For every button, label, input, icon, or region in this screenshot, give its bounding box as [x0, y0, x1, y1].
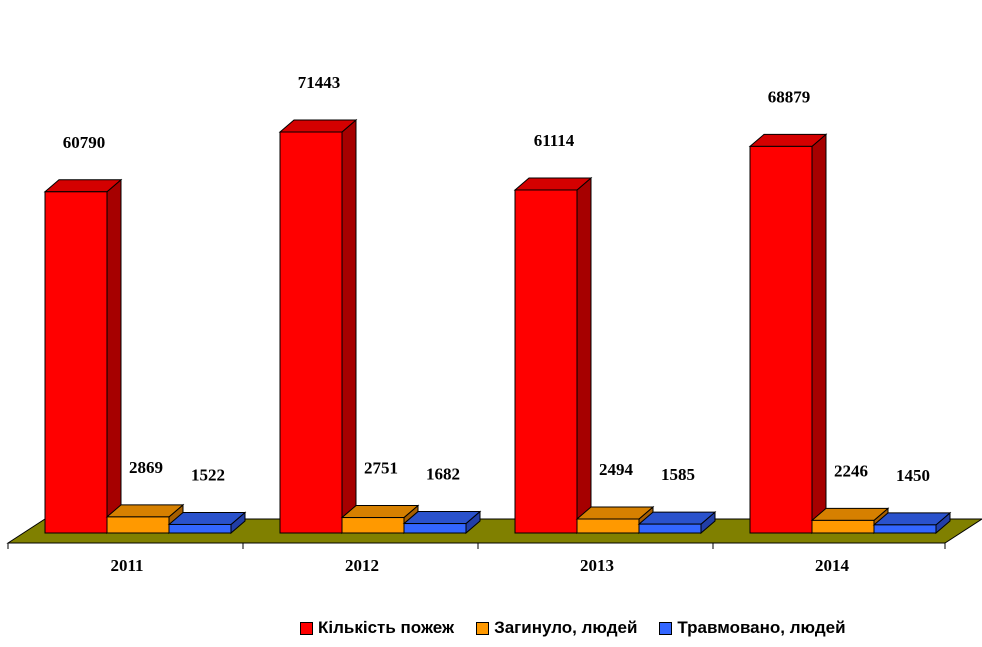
bar-deaths-2014: [811, 519, 875, 534]
bar-fires-2011: [44, 191, 108, 534]
legend-item-injured: Травмовано, людей: [659, 618, 846, 638]
value-label-injured-2014: 1450: [896, 466, 930, 485]
legend-swatch-injured: [659, 621, 673, 635]
bar-deaths-2013: [576, 518, 640, 534]
bar-fires-2014: [749, 145, 813, 534]
bar-top-deaths-2012: [340, 505, 420, 519]
bar-top-fires-2013: [513, 177, 593, 191]
value-label-fires-2014: 68879: [768, 87, 811, 106]
bar-top-injured-2014: [872, 512, 952, 526]
bar-injured-2013: [638, 523, 702, 534]
value-label-injured-2012: 1682: [426, 465, 460, 484]
value-label-deaths-2012: 2751: [364, 459, 398, 478]
bar-injured-2011: [168, 523, 232, 534]
bar-top-fires-2014: [748, 133, 828, 147]
value-label-deaths-2011: 2869: [129, 458, 163, 477]
bar-top-deaths-2013: [575, 506, 655, 520]
legend-label-fires: Кількість пожеж: [318, 618, 455, 637]
legend-item-deaths: Загинуло, людей: [476, 618, 637, 638]
bar-side-fires-2014: [811, 133, 827, 535]
chart-legend: Кількість пожеж Загинуло, людей Травмова…: [300, 618, 868, 638]
chart-bars: [43, 118, 952, 535]
value-label-fires-2011: 60790: [63, 133, 106, 152]
bar-top-fires-2011: [43, 179, 123, 193]
bar-side-fires-2012: [341, 118, 357, 535]
value-label-fires-2013: 61114: [534, 131, 575, 150]
bar-top-deaths-2011: [105, 504, 185, 518]
bar-fires-2012: [279, 131, 343, 534]
bar-deaths-2011: [106, 516, 170, 534]
legend-swatch-fires: [300, 621, 313, 635]
legend-label-deaths: Загинуло, людей: [494, 618, 638, 637]
value-label-injured-2013: 1585: [661, 465, 695, 484]
legend-item-fires: Кількість пожеж: [300, 618, 454, 638]
bar-fires-2013: [514, 189, 578, 534]
bar-top-injured-2012: [402, 511, 482, 525]
legend-label-injured: Травмовано, людей: [677, 618, 846, 637]
x-tick-label-2011: 2011: [110, 556, 143, 575]
bar-top-injured-2013: [637, 511, 717, 525]
bar-side-fires-2013: [576, 176, 592, 535]
bar-side-fires-2011: [106, 178, 122, 535]
value-label-deaths-2013: 2494: [599, 460, 634, 479]
x-tick-label-2012: 2012: [345, 556, 379, 575]
x-tick-label-2014: 2014: [815, 556, 850, 575]
value-label-deaths-2014: 2246: [834, 461, 868, 480]
chart-x-axis: 2011 2012 2013 2014: [7, 542, 946, 575]
bar-top-injured-2011: [167, 511, 247, 525]
value-label-injured-2011: 1522: [191, 465, 225, 484]
legend-swatch-deaths: [476, 621, 490, 635]
bar-deaths-2012: [341, 517, 405, 534]
bar-injured-2012: [403, 523, 467, 534]
bar-top-deaths-2014: [810, 507, 890, 521]
bar-top-fires-2012: [278, 119, 358, 133]
value-label-fires-2012: 71443: [298, 73, 341, 92]
chart-value-labels: 60790 2869 1522 71443 2751 1682 61114 2494 1585 6…: [63, 73, 930, 485]
bar-injured-2014: [873, 524, 937, 534]
x-tick-label-2013: 2013: [580, 556, 614, 575]
